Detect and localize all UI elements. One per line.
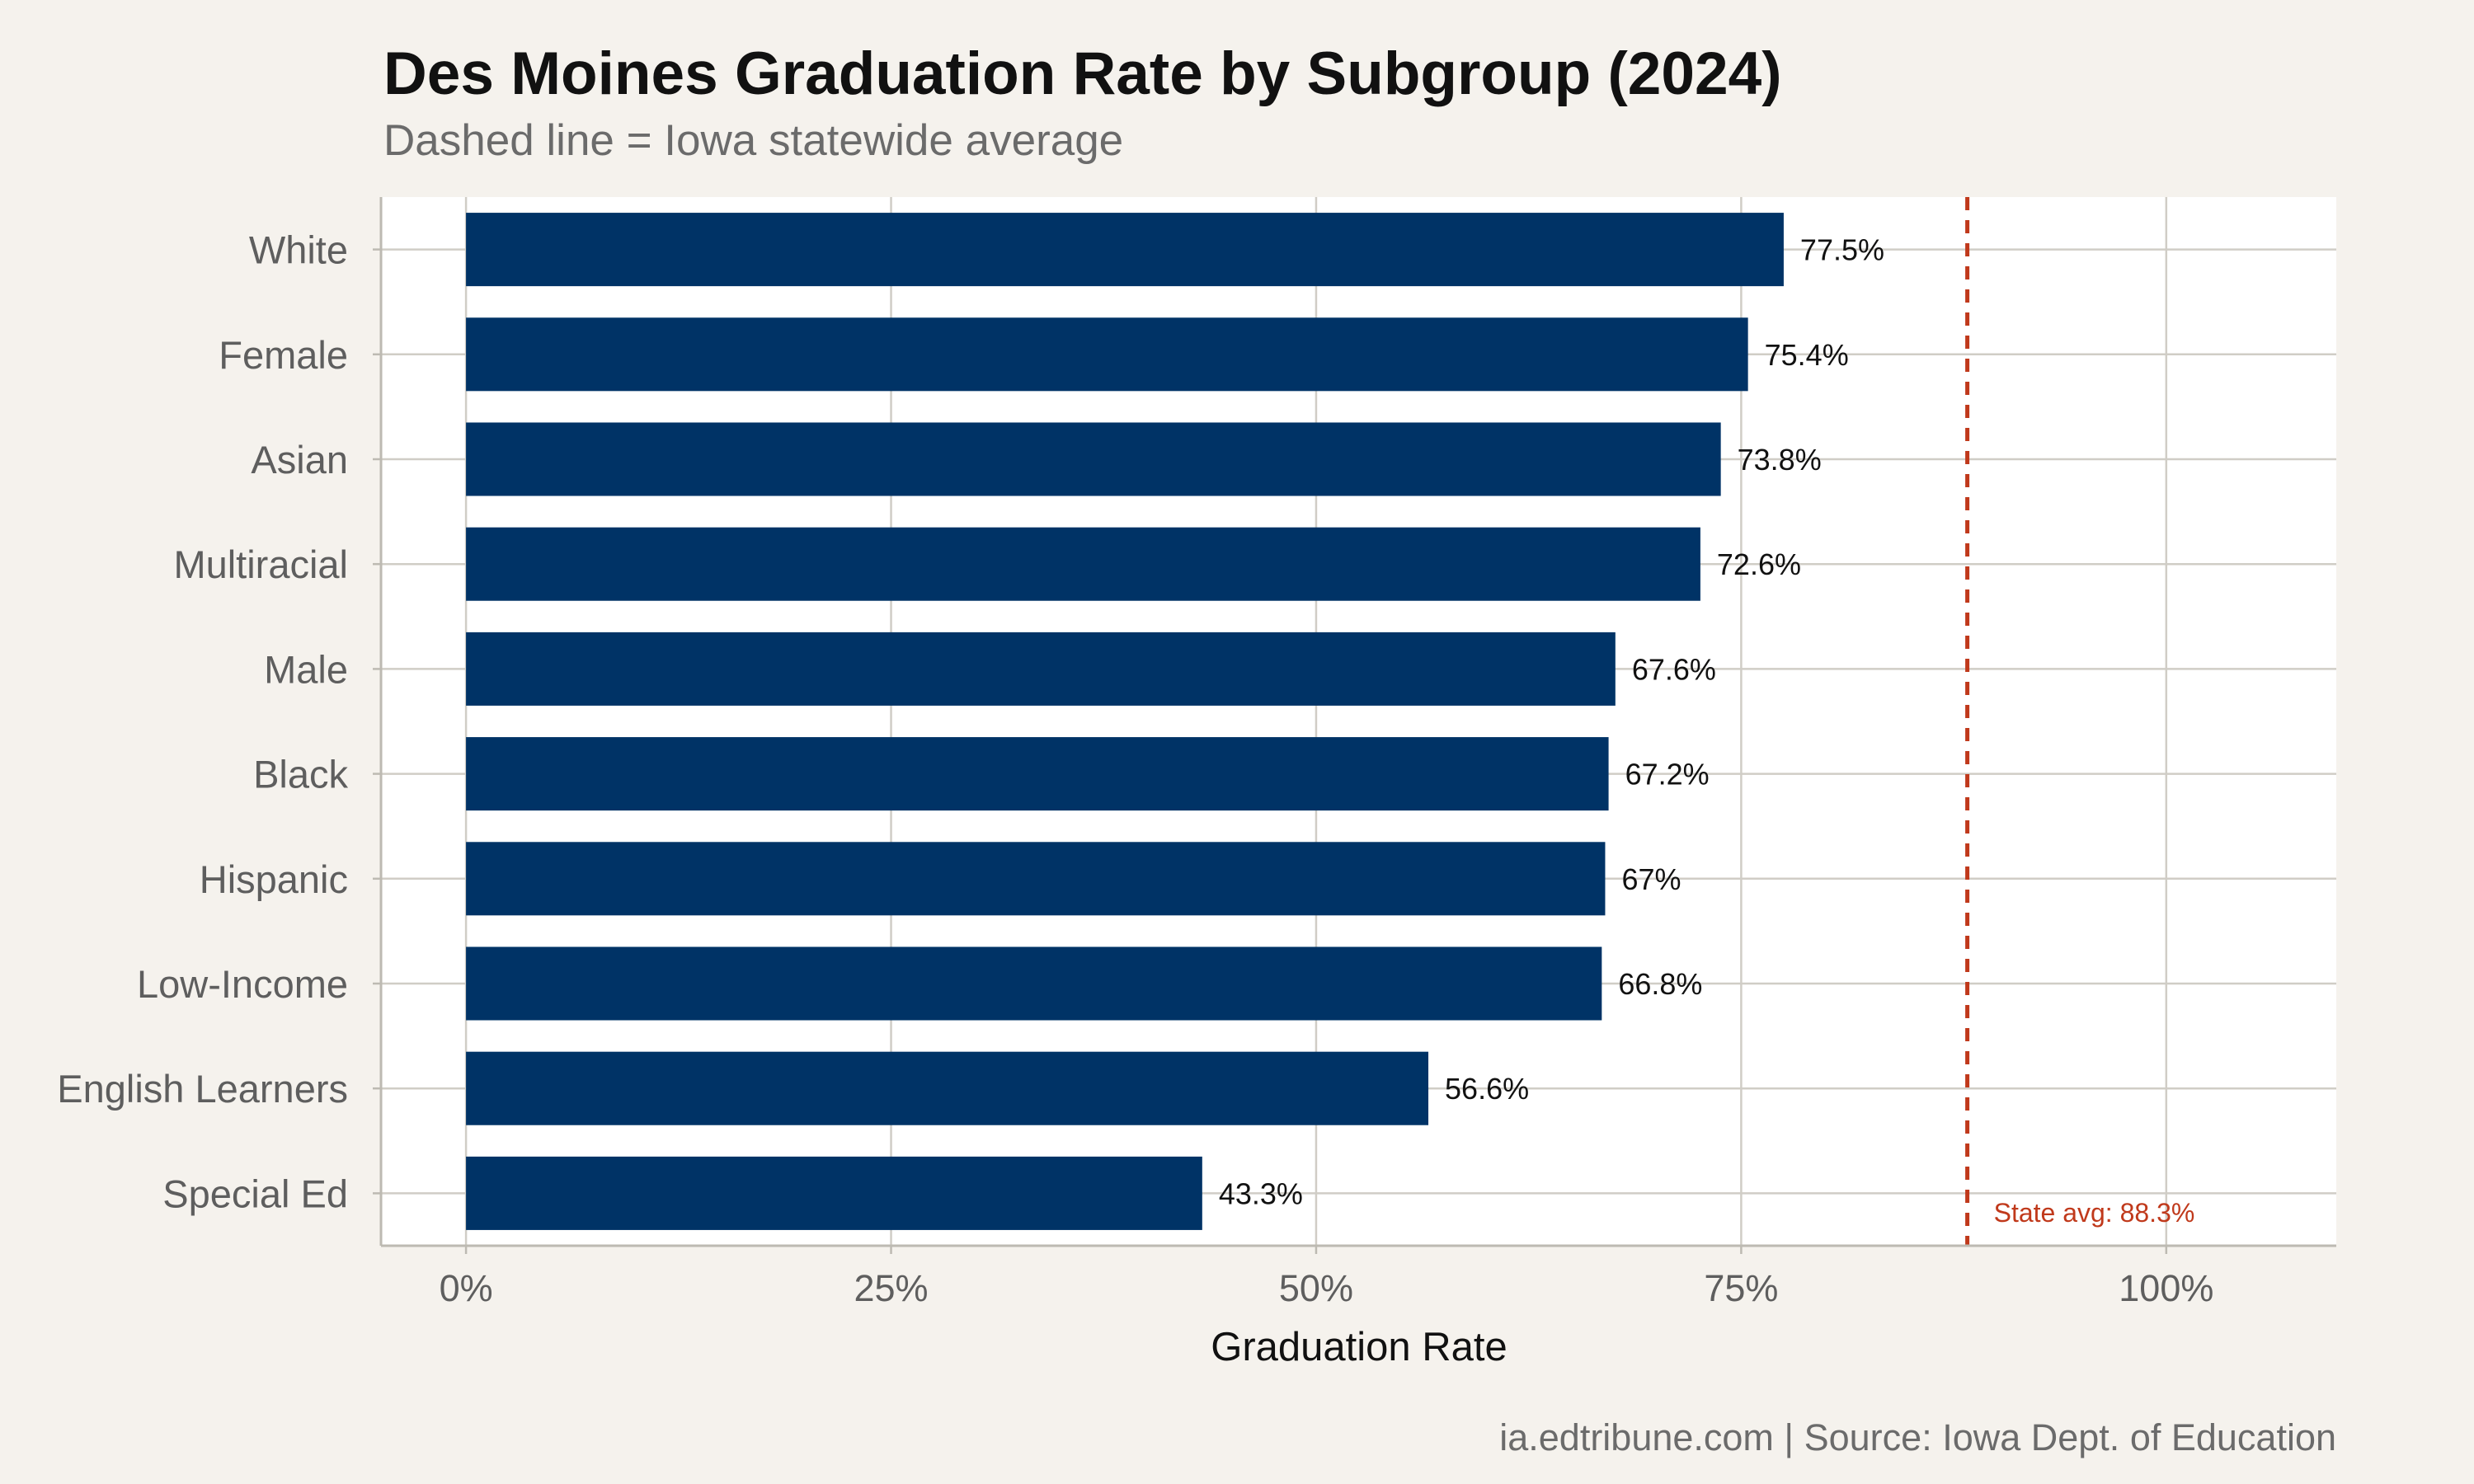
labels: 0% 25% 50% 75% 100% 77.5% White 75.4% Female 73.8…: [57, 228, 2213, 1309]
x-tick-label: 25%: [854, 1267, 928, 1309]
y-tick-label: Hispanic: [200, 857, 348, 901]
bar-white: [466, 213, 1784, 287]
bar-value-label: 77.5%: [1800, 233, 1884, 267]
axes: [379, 197, 2336, 1247]
x-tick-label: 50%: [1279, 1267, 1353, 1309]
chart-subtitle: Dashed line = Iowa statewide average: [383, 116, 1124, 165]
y-tick-label: Female: [219, 333, 348, 377]
bar-value-label: 66.8%: [1618, 967, 1702, 1001]
x-tick-label: 0%: [440, 1267, 493, 1309]
state-average-label: State avg: 88.3%: [1994, 1198, 2195, 1228]
y-tick-label: Low-Income: [137, 962, 348, 1006]
y-tick-label: Multiracial: [173, 542, 348, 586]
bar-value-label: 67.6%: [1632, 652, 1716, 686]
bar-value-label: 75.4%: [1765, 338, 1849, 372]
bar-english-learners: [466, 1051, 1429, 1125]
y-tick-label: Black: [253, 753, 348, 796]
x-axis-title: Graduation Rate: [1211, 1325, 1507, 1369]
bar-asian: [466, 422, 1721, 496]
bars: [466, 213, 1784, 1230]
bar-male: [466, 632, 1616, 706]
bar-low-income: [466, 946, 1602, 1021]
chart-caption: ia.edtribune.com | Source: Iowa Dept. of…: [1499, 1416, 2336, 1458]
y-tick-label: Asian: [251, 438, 348, 481]
bar-special-ed: [466, 1156, 1202, 1230]
bar-value-label: 73.8%: [1738, 443, 1822, 477]
y-tick-label: Special Ed: [162, 1172, 348, 1215]
bar-multiracial: [466, 527, 1700, 601]
bar-value-label: 67%: [1621, 862, 1681, 896]
bar-value-label: 67.2%: [1625, 758, 1710, 791]
x-tick-label: 100%: [2119, 1267, 2213, 1309]
bar-black: [466, 737, 1609, 811]
bar-value-label: 43.3%: [1219, 1176, 1303, 1210]
x-tick-label: 75%: [1704, 1267, 1778, 1309]
chart-title: Des Moines Graduation Rate by Subgroup (…: [383, 40, 1782, 107]
y-tick-label: English Learners: [57, 1067, 348, 1111]
bar-hispanic: [466, 842, 1606, 916]
y-tick-label: Male: [264, 647, 348, 691]
bar-value-label: 72.6%: [1717, 547, 1801, 581]
y-tick-label: White: [249, 228, 348, 272]
bar-female: [466, 317, 1748, 392]
bar-value-label: 56.6%: [1445, 1072, 1529, 1106]
